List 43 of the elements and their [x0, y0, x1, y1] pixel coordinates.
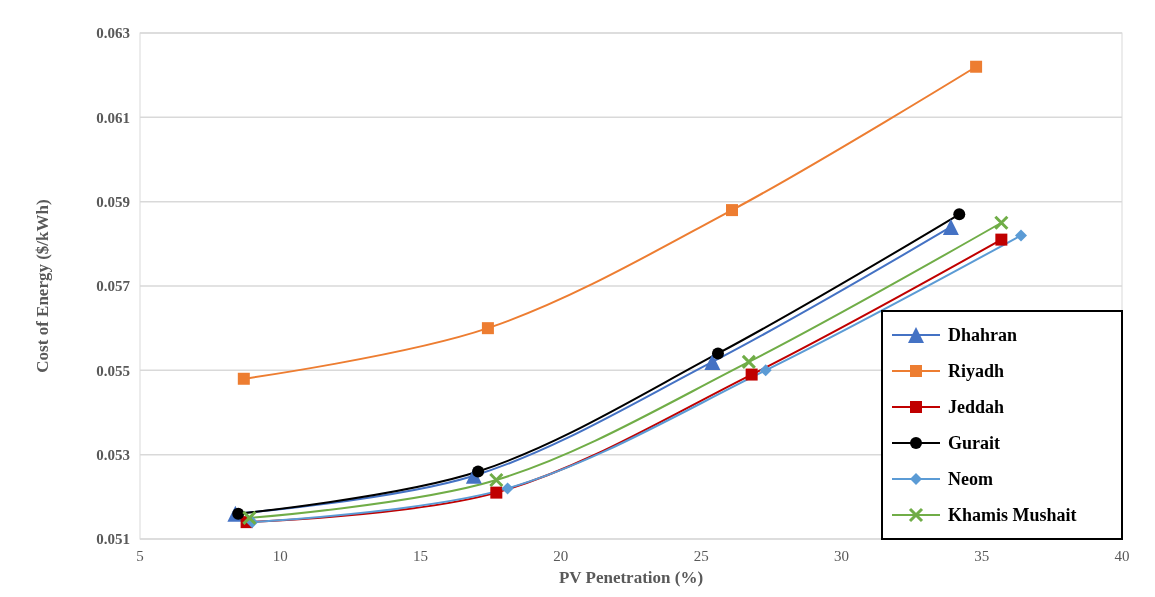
point: [993, 215, 1009, 231]
point: [741, 354, 757, 370]
point: [490, 486, 503, 499]
point: [1014, 229, 1027, 242]
legend-label: Jeddah: [948, 397, 1005, 418]
y-tick-label: 0.061: [96, 109, 130, 126]
point: [232, 507, 245, 520]
y-tick-label: 0.057: [96, 278, 131, 295]
y-tick-label: 0.063: [96, 25, 130, 42]
point: [759, 364, 772, 377]
legend-label: Riyadh: [948, 361, 1005, 382]
y-axis-title: Cost of Energy ($/kWh): [33, 199, 52, 373]
point: [995, 233, 1008, 246]
point: [237, 372, 250, 385]
y-tick-label: 0.059: [96, 193, 130, 210]
legend-label: Neom: [948, 469, 993, 490]
x-tick-label: 5: [136, 548, 144, 564]
point: [472, 465, 485, 478]
x-tick-label: 25: [693, 548, 709, 564]
point: [241, 510, 257, 526]
point: [942, 218, 959, 235]
point: [745, 368, 758, 381]
point: [953, 208, 966, 221]
point: [970, 60, 983, 73]
x-tick-label: 35: [974, 548, 990, 564]
x-axis-title: PV Penetration (%): [558, 568, 704, 587]
x-tick-label: 10: [272, 548, 288, 564]
point: [501, 482, 514, 495]
x-tick-label: 15: [413, 548, 429, 564]
x-tick-label: 30: [833, 548, 849, 564]
point: [488, 472, 504, 488]
legend-label: Gurait: [948, 433, 1000, 454]
point: [726, 204, 739, 217]
point: [481, 322, 494, 335]
x-tick-label: 20: [553, 548, 569, 564]
legend-label: Dhahran: [948, 325, 1018, 346]
point: [704, 353, 721, 370]
y-tick-label: 0.055: [96, 362, 130, 379]
x-tick-label: 40: [1114, 548, 1130, 564]
point: [711, 347, 724, 360]
legend-label: Khamis Mushait: [948, 505, 1077, 526]
y-tick-label: 0.053: [96, 446, 130, 463]
y-tick-label: 0.051: [96, 531, 130, 548]
